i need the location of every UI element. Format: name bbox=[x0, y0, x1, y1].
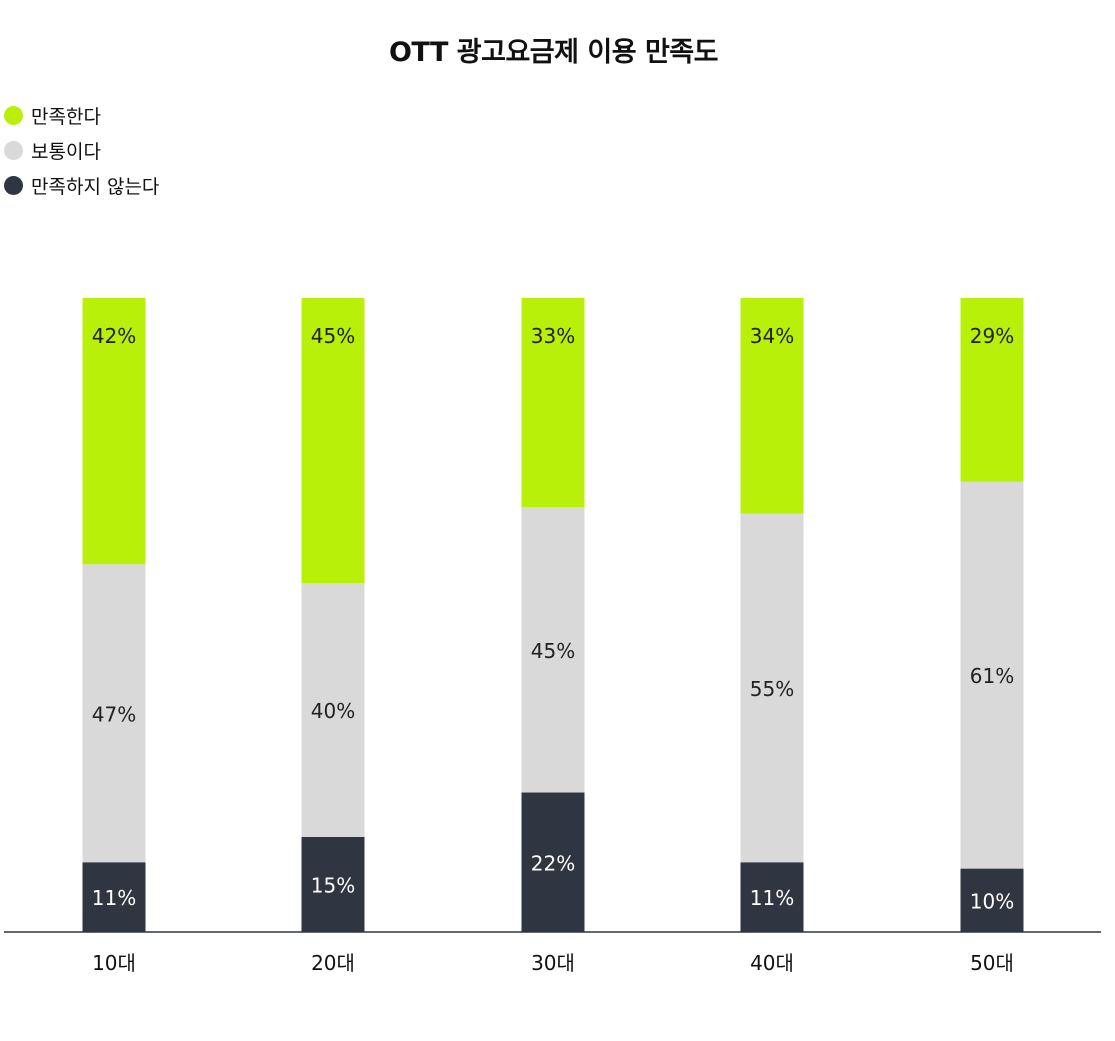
data-label-neutral-4: 55% bbox=[750, 677, 794, 701]
data-label-neutral-5: 61% bbox=[970, 664, 1014, 688]
x-tick-label-1: 10대 bbox=[92, 951, 136, 975]
data-label-satisfied-4: 34% bbox=[750, 324, 794, 348]
legend-label-neutral: 보통이다 bbox=[31, 141, 101, 163]
data-label-satisfied-1: 42% bbox=[92, 324, 136, 348]
legend-swatch-neutral bbox=[4, 141, 23, 160]
bar-segment-satisfied-2 bbox=[301, 298, 365, 584]
x-tick-label-4: 40대 bbox=[750, 951, 794, 975]
data-label-neutral-3: 45% bbox=[531, 639, 575, 663]
bar-segment-dissatisfied-4 bbox=[740, 862, 804, 932]
legend-swatch-dissatisfied bbox=[4, 176, 23, 195]
bar-segment-neutral-2 bbox=[301, 583, 365, 837]
bar-segment-dissatisfied-1 bbox=[82, 862, 146, 932]
bar-segment-satisfied-3 bbox=[521, 298, 585, 508]
data-label-dissatisfied-3: 22% bbox=[531, 851, 575, 875]
legend-item-neutral: 보통이다 bbox=[4, 133, 159, 168]
data-label-satisfied-2: 45% bbox=[311, 324, 355, 348]
data-label-dissatisfied-4: 11% bbox=[750, 886, 794, 910]
bar-segment-neutral-4 bbox=[740, 513, 804, 863]
legend-item-dissatisfied: 만족하지 않는다 bbox=[4, 168, 159, 203]
legend-item-satisfied: 만족한다 bbox=[4, 98, 159, 133]
legend-swatch-satisfied bbox=[4, 106, 23, 125]
x-tick-label-2: 20대 bbox=[311, 951, 355, 975]
bar-segment-dissatisfied-5 bbox=[960, 868, 1024, 932]
data-label-neutral-2: 40% bbox=[311, 699, 355, 723]
bar-segment-satisfied-1 bbox=[82, 298, 146, 565]
data-label-neutral-1: 47% bbox=[92, 702, 136, 726]
bar-segment-neutral-3 bbox=[521, 507, 585, 793]
bar-segment-satisfied-5 bbox=[960, 298, 1024, 482]
legend-label-satisfied: 만족한다 bbox=[31, 106, 101, 128]
bar-segment-dissatisfied-3 bbox=[521, 792, 585, 932]
x-tick-label-5: 50대 bbox=[970, 951, 1014, 975]
legend-label-dissatisfied: 만족하지 않는다 bbox=[31, 176, 160, 198]
legend: 만족한다 보통이다 만족하지 않는다 bbox=[4, 98, 159, 203]
bar-segment-satisfied-4 bbox=[740, 298, 804, 514]
chart-title: OTT 광고요금제 이용 만족도 bbox=[388, 37, 719, 68]
data-label-dissatisfied-5: 10% bbox=[970, 889, 1014, 913]
data-label-satisfied-3: 33% bbox=[531, 324, 575, 348]
x-tick-label-3: 30대 bbox=[531, 951, 575, 975]
data-label-satisfied-5: 29% bbox=[970, 324, 1014, 348]
bar-segment-dissatisfied-2 bbox=[301, 836, 365, 932]
data-label-dissatisfied-1: 11% bbox=[92, 886, 136, 910]
data-label-dissatisfied-2: 15% bbox=[311, 873, 355, 897]
bar-segment-neutral-5 bbox=[960, 481, 1024, 869]
bar-segment-neutral-1 bbox=[82, 564, 146, 863]
